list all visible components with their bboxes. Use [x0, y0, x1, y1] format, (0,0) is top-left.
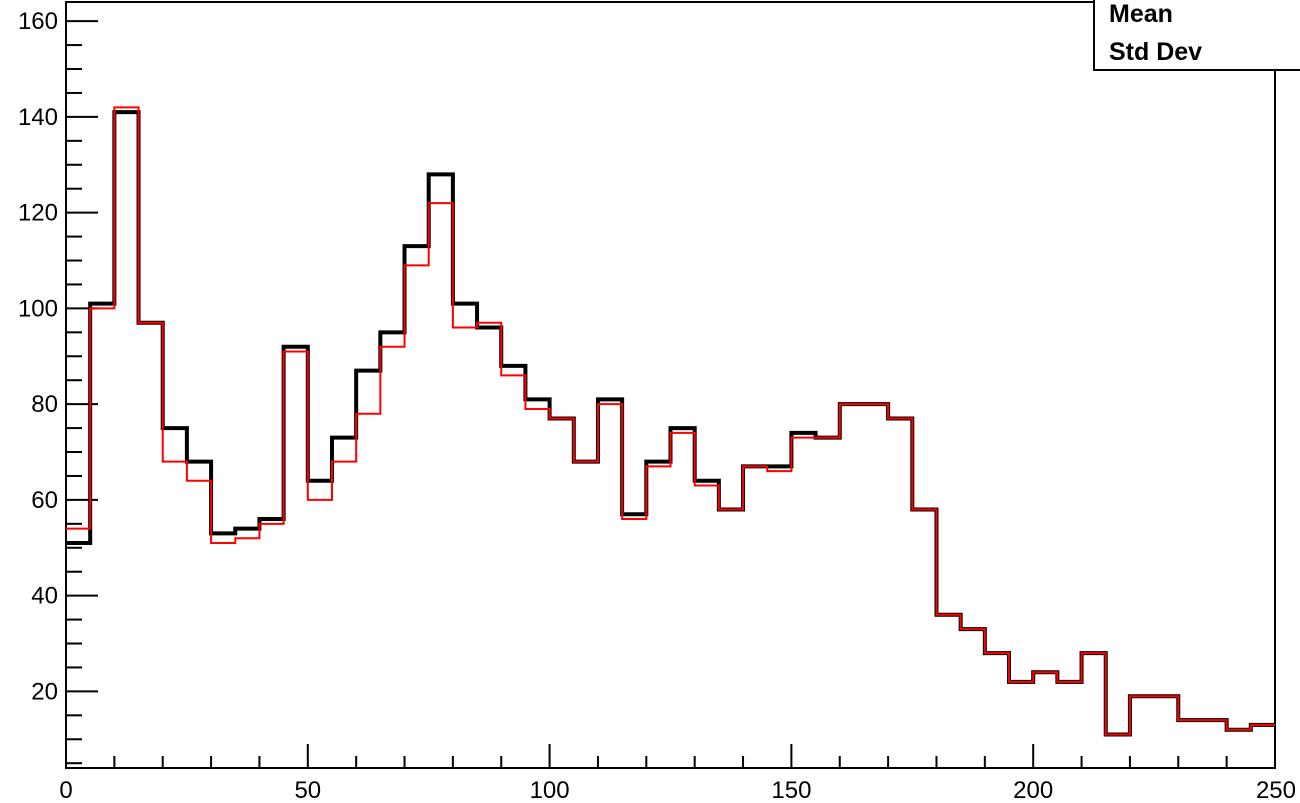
histogram-series-black [66, 110, 1275, 737]
x-tick-label: 100 [530, 777, 570, 803]
y-tick-label: 140 [18, 104, 58, 131]
plot-frame [65, 1, 1276, 769]
y-axis: 20 40 60 80 100 120 140 160 [18, 8, 98, 765]
x-tick-label: 200 [1013, 777, 1053, 803]
y-tick-label: 100 [18, 295, 58, 322]
y-tick-label: 40 [31, 583, 58, 610]
x-tick-label: 150 [771, 777, 811, 803]
stats-mean-label: Mean [1109, 0, 1173, 28]
y-tick-label: 120 [18, 200, 58, 227]
stats-box-frame [1093, 0, 1300, 71]
histogram-series-red [66, 106, 1275, 736]
y-tick-label: 20 [31, 678, 58, 705]
x-tick-label: 50 [294, 777, 321, 803]
y-tick-label: 60 [31, 487, 58, 514]
x-tick-label: 0 [59, 777, 72, 803]
y-tick-label: 80 [31, 391, 58, 418]
series-layer [66, 106, 1275, 737]
x-tick-label: 250 [1256, 777, 1296, 803]
stats-box: Mean Std Dev [1093, 0, 1300, 71]
stats-std-dev-label: Std Dev [1109, 38, 1202, 66]
x-axis: 0 50 100 150 200 250 [59, 744, 1296, 803]
y-tick-label: 160 [18, 8, 58, 35]
